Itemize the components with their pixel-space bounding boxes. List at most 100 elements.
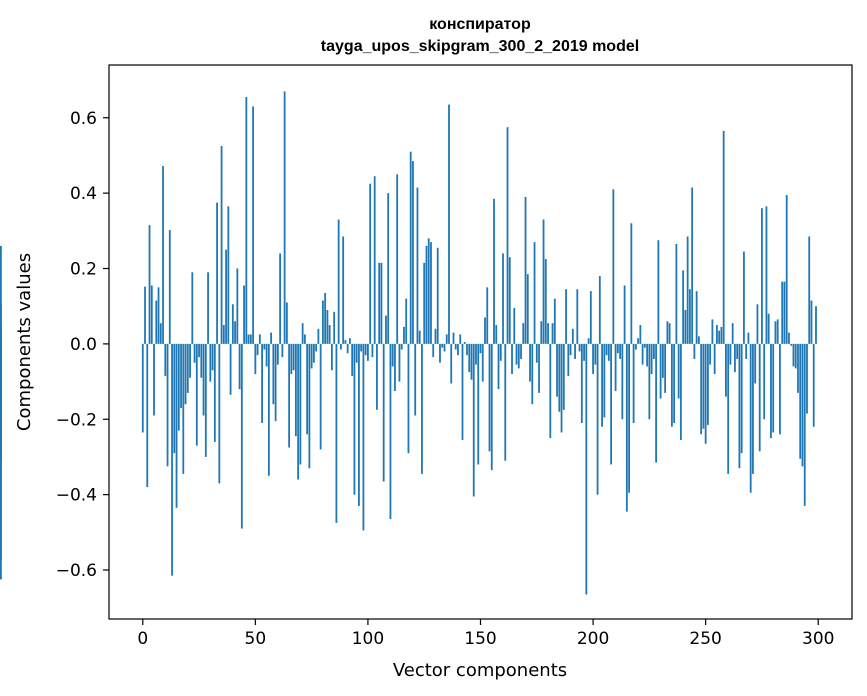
bar — [184, 343, 187, 405]
bar — [231, 304, 234, 344]
bar — [450, 343, 453, 384]
bar — [225, 249, 227, 344]
bar — [756, 304, 759, 344]
plot-frame — [108, 64, 853, 620]
bar — [470, 343, 473, 380]
bar — [691, 187, 694, 344]
bar — [661, 343, 664, 378]
bar — [369, 183, 372, 344]
bar — [297, 343, 300, 480]
bar — [198, 343, 200, 358]
y-tick-label: −0.6 — [56, 561, 97, 581]
bar — [686, 236, 689, 344]
x-tick-label: 200 — [577, 629, 609, 649]
bar — [529, 343, 531, 382]
bar — [274, 343, 277, 422]
bar — [211, 343, 214, 371]
bar — [745, 343, 748, 359]
bar — [592, 343, 594, 375]
bar — [344, 340, 347, 344]
bar — [0, 304, 2, 344]
bar — [740, 343, 743, 454]
bar — [806, 343, 808, 414]
bar — [252, 106, 254, 344]
bar — [371, 343, 374, 358]
bar — [240, 343, 243, 529]
bar — [263, 343, 266, 350]
bar — [797, 343, 799, 393]
bar — [412, 161, 414, 344]
bar — [698, 336, 700, 344]
bar — [249, 334, 252, 344]
bar — [445, 334, 448, 344]
bar — [0, 325, 2, 344]
bar — [346, 343, 349, 354]
bar — [353, 343, 356, 495]
bar — [204, 343, 207, 457]
bar — [506, 127, 509, 344]
bar — [542, 219, 545, 344]
bar — [583, 343, 585, 361]
bar — [533, 242, 536, 344]
bar — [229, 343, 232, 395]
bar — [502, 253, 504, 344]
bar — [589, 291, 592, 344]
bar — [294, 343, 297, 437]
bar — [385, 315, 387, 344]
bar — [398, 343, 401, 382]
bar — [209, 343, 212, 382]
bar — [781, 281, 784, 344]
bar — [547, 323, 549, 344]
bar — [688, 289, 691, 344]
bar — [0, 343, 2, 461]
bar — [373, 176, 376, 344]
bar — [776, 319, 779, 344]
bar — [553, 298, 556, 344]
bar — [702, 343, 705, 429]
bar — [576, 289, 579, 344]
bar — [779, 343, 781, 435]
bar — [619, 343, 621, 359]
bar — [497, 343, 500, 390]
bar — [677, 343, 680, 399]
bar — [267, 343, 270, 476]
bar — [150, 285, 153, 344]
bar — [799, 343, 802, 459]
bar — [301, 323, 304, 344]
x-tick-label: 100 — [352, 629, 384, 649]
bar — [767, 313, 770, 344]
bar — [535, 343, 538, 363]
chart-title: конспиратор — [429, 16, 531, 33]
bar — [155, 300, 158, 344]
bar — [774, 321, 777, 344]
bar — [670, 343, 673, 427]
bar — [380, 262, 383, 344]
bar — [594, 343, 597, 365]
bar — [585, 343, 588, 595]
bar — [725, 343, 727, 397]
bar — [454, 343, 457, 350]
bar — [531, 343, 534, 405]
bar — [508, 257, 511, 344]
bar — [247, 334, 250, 344]
bar — [488, 343, 491, 452]
bar — [421, 343, 423, 474]
bar — [693, 343, 696, 359]
bar — [443, 343, 446, 352]
x-tick-label: 0 — [137, 629, 148, 649]
bar — [195, 343, 198, 446]
bar — [236, 268, 239, 344]
bar — [281, 343, 284, 358]
bar — [141, 343, 144, 433]
bar — [727, 343, 730, 474]
bar — [310, 343, 313, 369]
bar — [567, 343, 570, 376]
bar — [306, 343, 309, 435]
bar — [684, 309, 687, 344]
bar — [218, 343, 221, 484]
bar — [729, 343, 732, 365]
bar — [718, 330, 721, 344]
bar — [312, 343, 315, 363]
bar — [376, 343, 378, 410]
bar — [459, 334, 462, 344]
